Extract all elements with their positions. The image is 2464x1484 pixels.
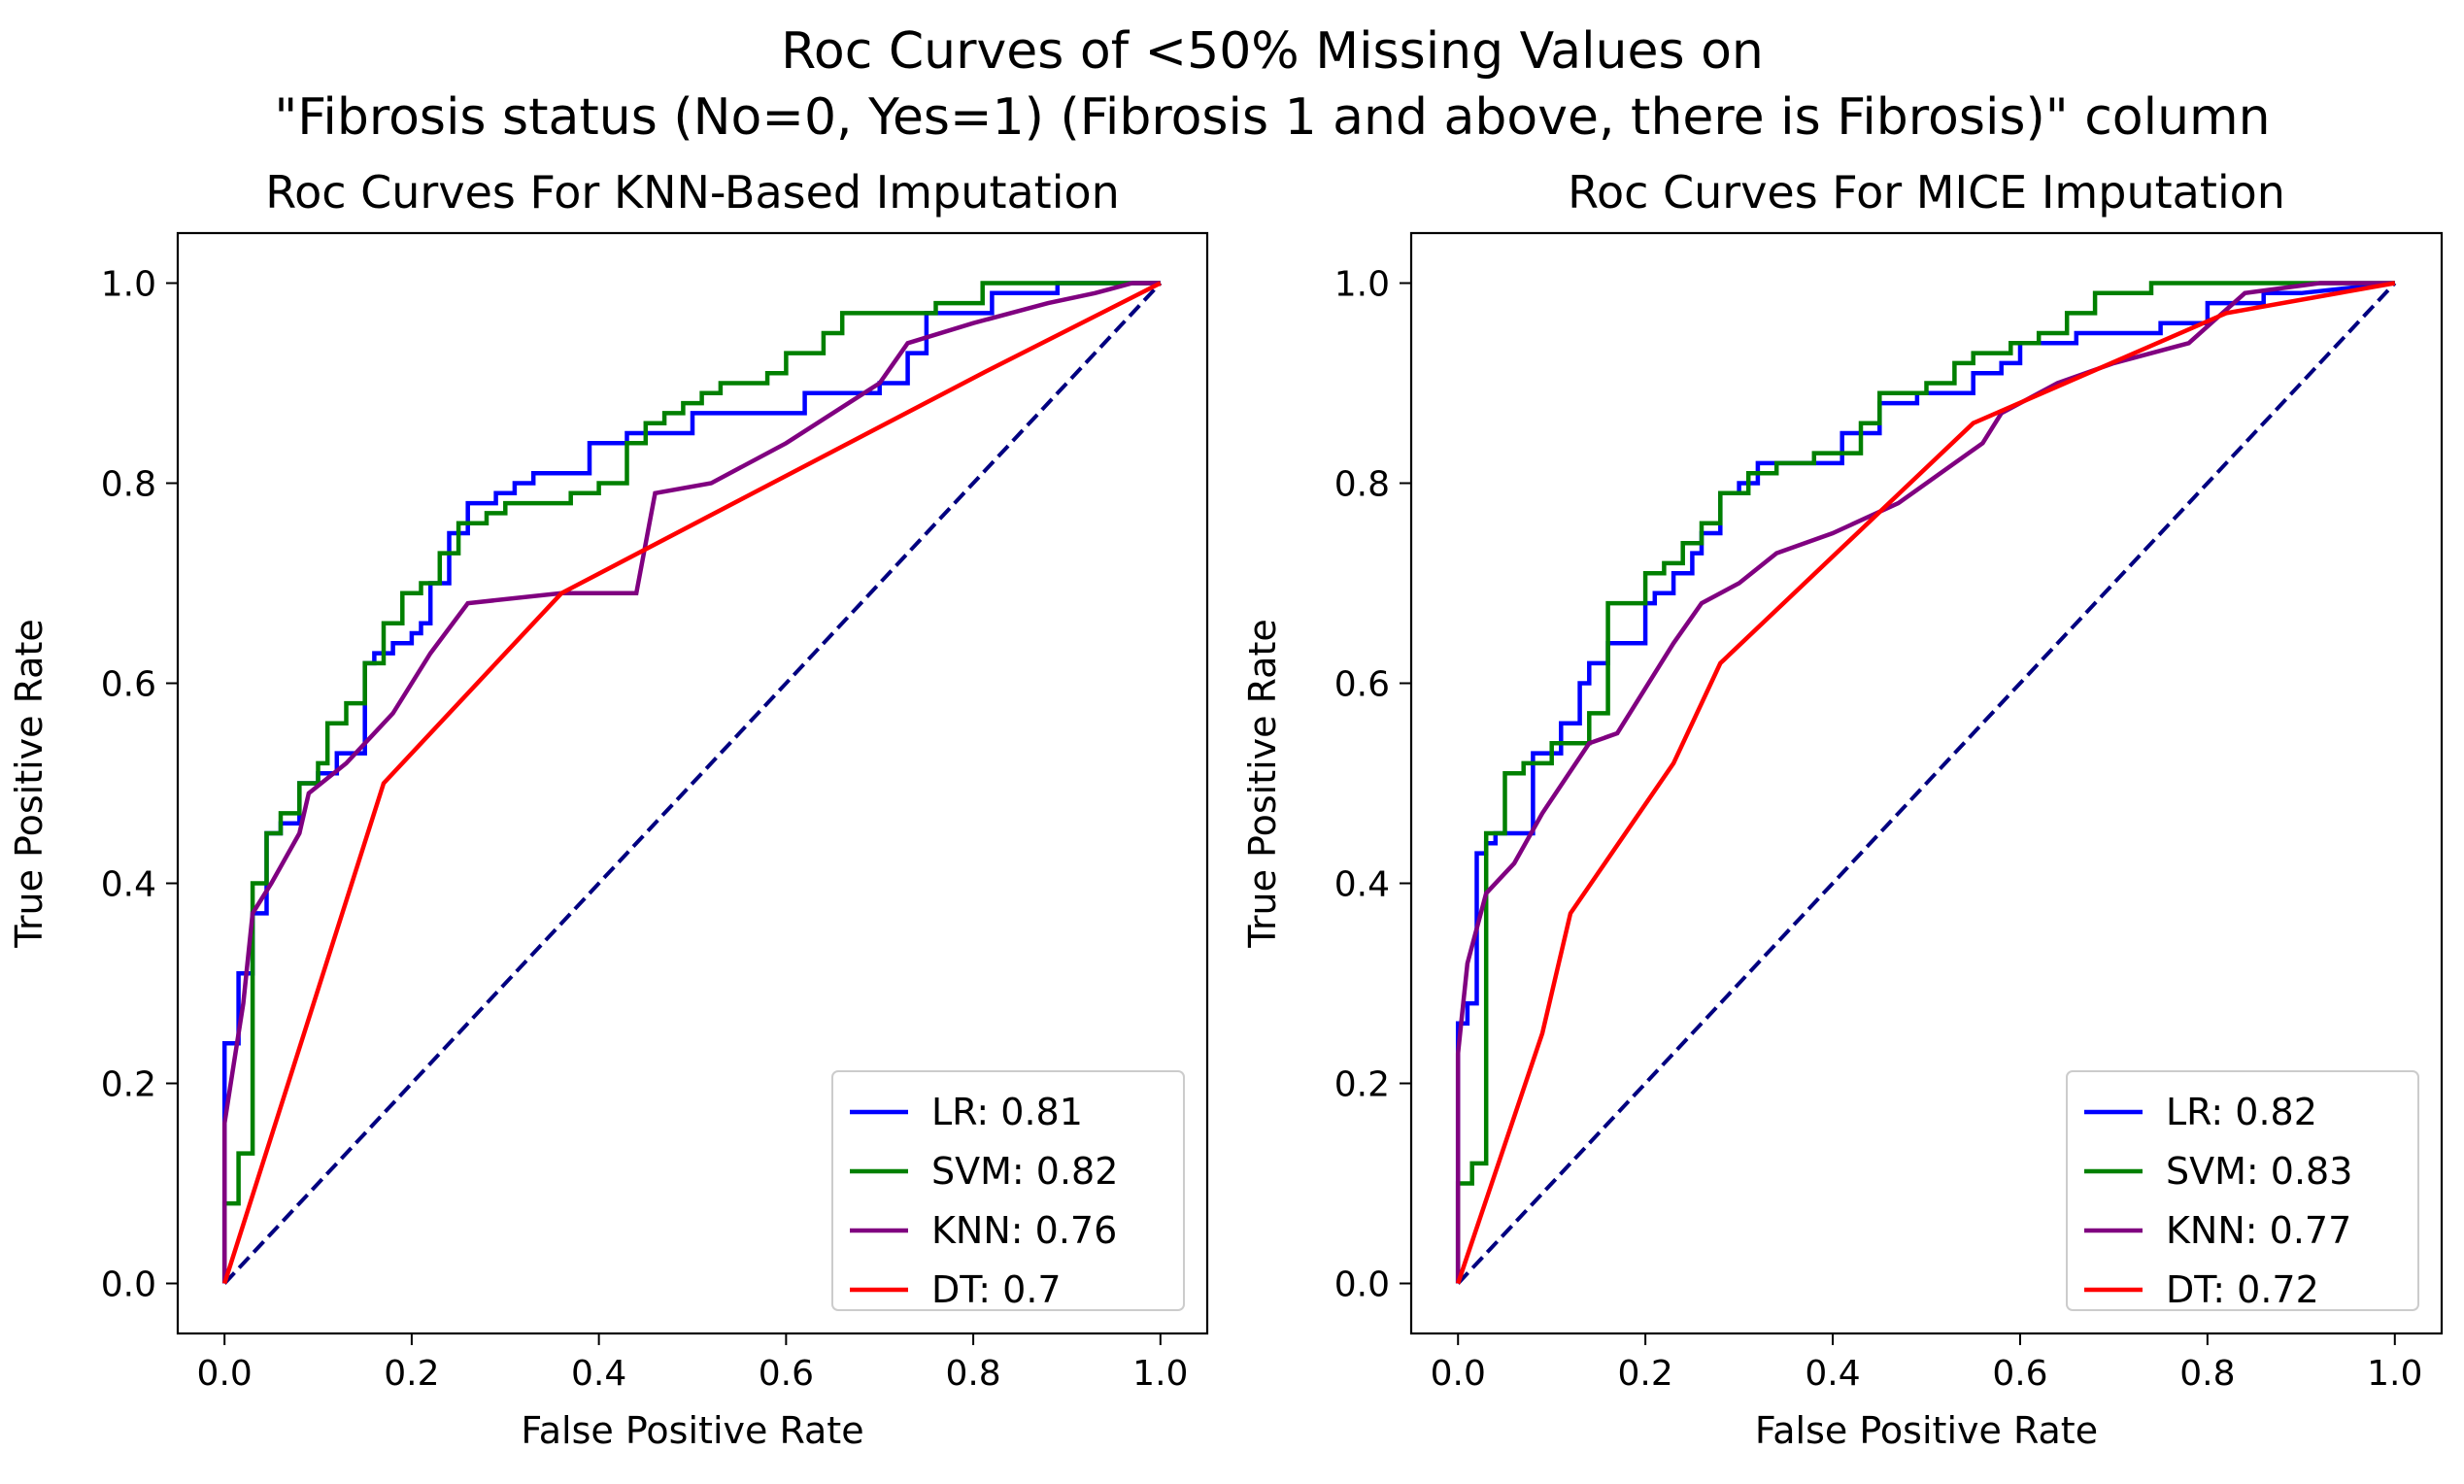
x-tick-label: 0.2 [1618,1354,1673,1394]
x-tick-label: 0.6 [759,1354,814,1394]
legend-label-dt: DT: 0.72 [2166,1268,2319,1311]
y-tick-label: 0.2 [101,1065,156,1105]
x-tick-label: 0.4 [571,1354,626,1394]
x-tick-label: 0.2 [384,1354,439,1394]
y-tick-label: 0.6 [1334,665,1390,705]
roc-panel-knn-imputation: Roc Curves For KNN-Based Imputation 0.0 0.… [8,166,1209,1452]
y-tick-label: 0.8 [1334,465,1390,505]
legend-label-lr: LR: 0.81 [931,1091,1083,1133]
legend: LR: 0.81 SVM: 0.82 KNN: 0.76 DT: 0.7 [831,1070,1185,1311]
y-tick-label: 0.4 [101,865,156,905]
y-tick-label: 1.0 [101,265,156,305]
x-tick-label: 0.6 [1992,1354,2047,1394]
x-axis-label: False Positive Rate [1755,1409,2098,1452]
figure-title-line1: Roc Curves of <50% Missing Values on [781,22,1764,81]
figure-title-line2: "Fibrosis status (No=0, Yes=1) (Fibrosis… [274,88,2270,147]
x-tick-label: 0.8 [945,1354,1000,1394]
chance-diagonal-line [222,282,1163,1285]
axes-frame [176,231,1209,1335]
legend-label-svm: SVM: 0.82 [931,1150,1118,1193]
legend-label-svm: SVM: 0.83 [2166,1150,2352,1193]
y-tick-label: 0.8 [101,465,156,505]
legend-box [831,1070,1185,1311]
x-tick-label: 0.4 [1805,1354,1860,1394]
roc-line-knn [221,281,1161,1284]
legend-label-knn: KNN: 0.77 [2166,1209,2351,1252]
x-tick-label: 1.0 [1132,1354,1188,1394]
subplot-title: Roc Curves For KNN-Based Imputation [265,166,1120,219]
y-tick-label: 0.0 [1334,1265,1390,1305]
roc-line-dt [1456,281,2396,1285]
x-tick-label: 0.0 [197,1354,253,1394]
axes-frame [1409,231,2444,1335]
legend-box [2066,1070,2419,1311]
y-tick-label: 0.6 [101,665,156,705]
y-tick-label: 1.0 [1334,265,1390,305]
roc-panel-mice-imputation: Roc Curves For MICE Imputation 0.0 0.2 0.4 0… [1241,166,2444,1452]
subplot-title: Roc Curves For MICE Imputation [1568,166,2285,219]
y-axis-label: True Positive Rate [8,619,51,949]
y-tick-label: 0.4 [1334,865,1390,905]
legend-label-dt: DT: 0.7 [931,1268,1062,1311]
roc-line-knn [1455,281,2395,1284]
x-axis-label: False Positive Rate [521,1409,863,1452]
y-tick-label: 0.0 [101,1265,156,1305]
roc-line-svm [221,281,1161,1284]
legend-label-knn: KNN: 0.76 [931,1209,1117,1252]
roc-line-lr [221,281,1161,1284]
roc-line-dt [222,281,1162,1285]
y-axis-label: True Positive Rate [1241,619,1284,949]
roc-line-svm [1455,281,2395,1284]
x-tick-label: 1.0 [2367,1354,2422,1394]
chance-diagonal-line [1456,282,2397,1285]
legend: LR: 0.82 SVM: 0.83 KNN: 0.77 DT: 0.72 [2066,1070,2419,1311]
y-tick-label: 0.2 [1334,1065,1390,1105]
x-tick-label: 0.8 [2179,1354,2235,1394]
legend-label-lr: LR: 0.82 [2166,1091,2317,1133]
x-tick-label: 0.0 [1431,1354,1486,1394]
